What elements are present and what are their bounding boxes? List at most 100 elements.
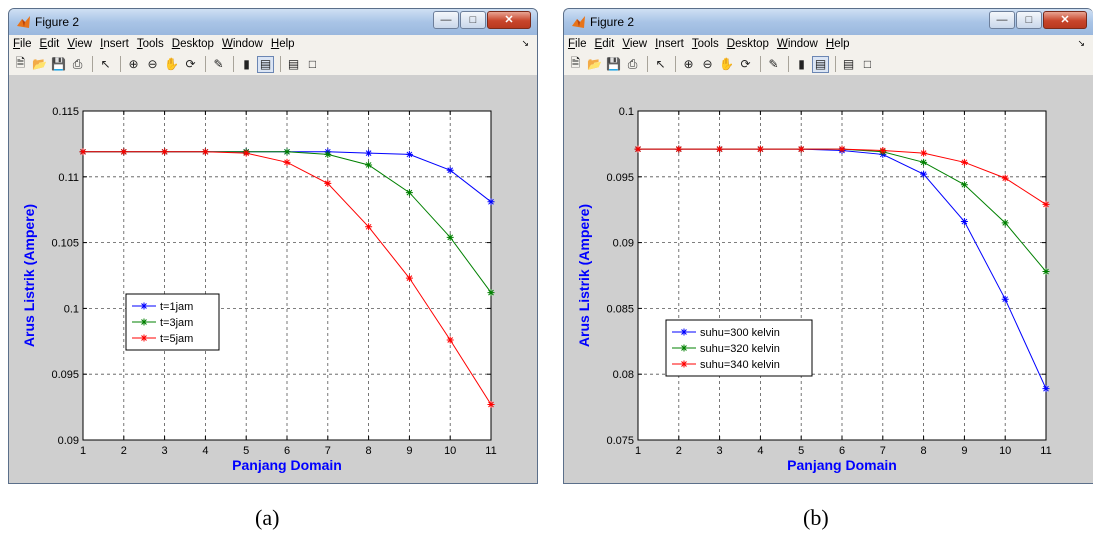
data-point[interactable] [960, 218, 968, 226]
data-point[interactable] [446, 233, 454, 241]
line-chart[interactable]: 1 2 3 4 5 6 7 8 9 10 11 0.075 0.08 0.085 0.09 0.095 0.1 P… [564, 75, 1093, 484]
data-point[interactable] [283, 148, 291, 156]
menu-insert[interactable]: Insert [655, 38, 684, 50]
title-bar[interactable]: Figure 2 — □ ✕ [564, 9, 1093, 35]
menu-help[interactable]: Help [270, 38, 295, 50]
legend[interactable]: suhu=300 kelvin suhu=320 kelvin suhu=340 k… [665, 319, 813, 377]
maximize-button[interactable]: □ [460, 11, 486, 29]
data-point[interactable] [487, 198, 495, 206]
menu-edit[interactable]: Edit [39, 38, 60, 50]
x-tick-label: 11 [1040, 445, 1051, 457]
zoom-out-icon[interactable]: ⊖ [702, 57, 713, 71]
menu-help[interactable]: Help [825, 38, 850, 50]
data-point[interactable] [960, 181, 968, 189]
colorbar-icon[interactable]: ▮ [798, 57, 805, 71]
data-point[interactable] [634, 145, 642, 153]
data-point[interactable] [324, 179, 332, 187]
data-point[interactable] [365, 149, 373, 157]
colorbar-icon[interactable]: ▮ [243, 57, 250, 71]
rotate-3d-icon[interactable]: ⟳ [185, 57, 196, 71]
legend-icon[interactable]: ▤ [257, 55, 274, 73]
data-point[interactable] [283, 158, 291, 166]
print-icon[interactable]: ⎙ [72, 56, 83, 71]
menu-edit[interactable]: Edit [594, 38, 615, 50]
data-point[interactable] [960, 158, 968, 166]
menu-tools[interactable]: Tools [691, 38, 719, 50]
data-cursor-icon[interactable]: ✎ [768, 57, 779, 71]
data-point[interactable] [756, 145, 764, 153]
hide-plot-tools-icon[interactable]: ▤ [842, 57, 855, 71]
menu-file[interactable]: File [568, 38, 587, 50]
save-icon[interactable]: 💾 [606, 57, 621, 71]
menu-insert[interactable]: Insert [100, 38, 129, 50]
data-point[interactable] [161, 148, 169, 156]
open-file-icon[interactable]: 📂 [587, 57, 602, 71]
pan-hand-icon[interactable]: ✋ [719, 57, 734, 71]
print-icon[interactable]: ⎙ [627, 56, 638, 71]
menu-view[interactable]: View [67, 38, 93, 50]
data-point[interactable] [487, 400, 495, 408]
dock-arrow-icon[interactable]: ↘ [1077, 38, 1085, 48]
data-point[interactable] [324, 150, 332, 158]
data-point[interactable] [405, 274, 413, 282]
hide-plot-tools-icon[interactable]: ▤ [287, 57, 300, 71]
legend[interactable]: t=1jam t=3jam t=5jam [125, 293, 220, 351]
minimize-button[interactable]: — [433, 11, 459, 29]
maximize-button[interactable]: □ [1016, 11, 1042, 29]
save-icon[interactable]: 💾 [51, 57, 66, 71]
data-point[interactable] [79, 148, 87, 156]
data-point[interactable] [1001, 174, 1009, 182]
data-point[interactable] [120, 148, 128, 156]
data-point[interactable] [838, 145, 846, 153]
close-button[interactable]: ✕ [1043, 11, 1087, 29]
rotate-3d-icon[interactable]: ⟳ [740, 57, 751, 71]
line-chart[interactable]: 1 2 3 4 5 6 7 8 9 10 11 0.09 0.095 0.1 0.105 0.11 0.115 P… [9, 75, 538, 484]
data-point[interactable] [242, 149, 250, 157]
edit-plot-arrow-icon[interactable]: ↖ [100, 57, 111, 71]
data-point[interactable] [1001, 219, 1009, 227]
data-point[interactable] [405, 150, 413, 158]
zoom-out-icon[interactable]: ⊖ [147, 57, 158, 71]
dock-arrow-icon[interactable]: ↘ [521, 38, 529, 48]
menu-tools[interactable]: Tools [136, 38, 164, 50]
data-cursor-icon[interactable]: ✎ [213, 57, 224, 71]
menu-desktop[interactable]: Desktop [171, 38, 214, 50]
edit-plot-arrow-icon[interactable]: ↖ [655, 57, 666, 71]
legend-icon[interactable]: ▤ [812, 55, 829, 73]
menu-desktop[interactable]: Desktop [726, 38, 769, 50]
menu-window[interactable]: Window [221, 38, 263, 50]
menu-window[interactable]: Window [776, 38, 818, 50]
data-point[interactable] [797, 145, 805, 153]
new-figure-icon[interactable]: 🗎 [15, 55, 26, 70]
data-point[interactable] [879, 146, 887, 154]
data-point[interactable] [201, 148, 209, 156]
data-point[interactable] [920, 158, 928, 166]
menu-bar: File Edit View Insert Tools Desktop Wind… [9, 35, 537, 53]
data-point[interactable] [1042, 200, 1050, 208]
data-point[interactable] [446, 166, 454, 174]
show-plot-tools-icon[interactable]: □ [308, 57, 317, 71]
data-point[interactable] [365, 161, 373, 169]
data-point[interactable] [365, 223, 373, 231]
open-file-icon[interactable]: 📂 [32, 57, 47, 71]
show-plot-tools-icon[interactable]: □ [863, 57, 872, 71]
zoom-in-icon[interactable]: ⊕ [128, 57, 139, 71]
close-button[interactable]: ✕ [487, 11, 531, 29]
data-point[interactable] [1001, 295, 1009, 303]
menu-view[interactable]: View [622, 38, 648, 50]
data-point[interactable] [675, 145, 683, 153]
zoom-in-icon[interactable]: ⊕ [683, 57, 694, 71]
data-point[interactable] [405, 189, 413, 197]
title-bar[interactable]: Figure 2 — □ ✕ [9, 9, 537, 35]
minimize-button[interactable]: — [989, 11, 1015, 29]
data-point[interactable] [716, 145, 724, 153]
new-figure-icon[interactable]: 🗎 [570, 55, 581, 70]
pan-hand-icon[interactable]: ✋ [164, 57, 179, 71]
data-point[interactable] [1042, 385, 1050, 393]
data-point[interactable] [1042, 268, 1050, 276]
data-point[interactable] [446, 336, 454, 344]
data-point[interactable] [920, 149, 928, 157]
menu-file[interactable]: File [13, 38, 32, 50]
data-point[interactable] [487, 289, 495, 297]
data-point[interactable] [920, 170, 928, 178]
